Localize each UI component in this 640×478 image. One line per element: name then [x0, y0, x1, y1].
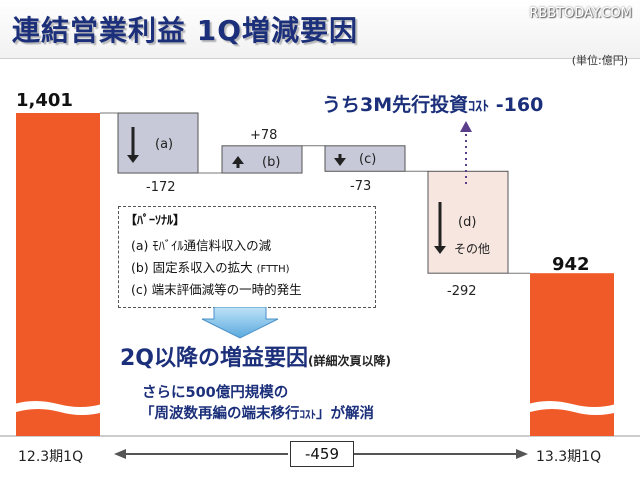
title-bar: 連結営業利益 1Q増減要因 RBBTODAY.COM — [0, 0, 640, 59]
q2-main: 2Q以降の増益要因 — [120, 346, 309, 371]
personal-line-b-text: (b) 固定系収入の拡大 — [131, 260, 257, 275]
data-label-b: +78 — [250, 128, 278, 143]
personal-heading: 【ﾊﾟｰｿﾅﾙ】 — [125, 213, 186, 227]
step-name-c: (c) — [359, 152, 377, 167]
note-line-2-before: 「周波数再編の端末移行 — [140, 406, 300, 422]
bar-start — [16, 113, 100, 436]
personal-line-a: (a) ﾓﾊﾞｲﾙ通信料収入の減 — [131, 235, 271, 254]
break-start — [14, 401, 104, 415]
q2-sub: (詳細次頁以降) — [308, 354, 391, 368]
personal-line-b-small: (FTTH) — [256, 264, 290, 275]
difference-label: -459 — [290, 441, 354, 467]
note-line-2: 「周波数再編の端末移行ｺｽﾄ」が解消 — [140, 402, 374, 423]
slide-title: 連結営業利益 1Q増減要因 — [12, 14, 359, 47]
investment-value: -160 — [495, 94, 544, 116]
note-line-1: さらに500億円規模の — [142, 385, 289, 401]
arrow-up-b-icon-head — [232, 156, 244, 164]
investment-kata: ｺｽﾄ — [468, 99, 490, 115]
data-label-start: 1,401 — [16, 90, 73, 111]
step-name-a: (a) — [155, 137, 174, 152]
x-label-start: 12.3期1Q — [18, 449, 84, 465]
bar-step-b — [221, 145, 303, 174]
arrow-down-a-icon-head — [127, 155, 139, 163]
data-label-a: -172 — [146, 180, 176, 195]
data-label-d: -292 — [447, 284, 477, 299]
data-label-c: -73 — [350, 179, 372, 194]
x-label-end: 13.3期1Q — [536, 449, 602, 465]
bar-step-d — [427, 170, 509, 274]
personal-line-c: (c) 端末評価減等の一時的発生 — [131, 279, 302, 298]
step-name-d: (d) — [458, 215, 477, 230]
personal-box: 【ﾊﾟｰｿﾅﾙ】 (a) ﾓﾊﾞｲﾙ通信料収入の減 (b) 固定系収入の拡大 (… — [118, 206, 376, 308]
unit-label: (単位:億円) — [571, 54, 628, 67]
step-name-b: (b) — [262, 155, 281, 170]
personal-line-b: (b) 固定系収入の拡大 (FTTH) — [131, 257, 290, 276]
personal-line-a-text: (a) ﾓﾊﾞｲﾙ通信料収入の減 — [131, 238, 272, 253]
note-line-2-after: 」が解消 — [316, 406, 374, 422]
step-other-label: その他 — [454, 242, 491, 256]
bar-step-a — [117, 112, 199, 174]
investment-callout: うち3M先行投資ｺｽﾄ -160 — [322, 90, 543, 117]
q2-heading: 2Q以降の増益要因(詳細次頁以降) — [120, 340, 391, 372]
data-label-end: 942 — [552, 254, 590, 275]
note-line-2-kata: ｺｽﾄ — [299, 408, 317, 421]
callout-arrow-head-icon — [460, 121, 472, 132]
arrow-down-d-icon-head — [434, 246, 446, 254]
break-end — [528, 401, 618, 415]
arrow-down-c-icon-head — [334, 158, 346, 166]
diff-arrow-left-head-icon — [114, 449, 126, 459]
investment-main: うち3M先行投資 — [322, 94, 469, 116]
personal-line-c-text: (c) 端末評価減等の一時的発生 — [131, 282, 302, 297]
down-arrow-icon — [201, 307, 279, 339]
watermark: RBBTODAY.COM — [529, 6, 632, 21]
diff-arrow-right-head-icon — [516, 449, 528, 459]
